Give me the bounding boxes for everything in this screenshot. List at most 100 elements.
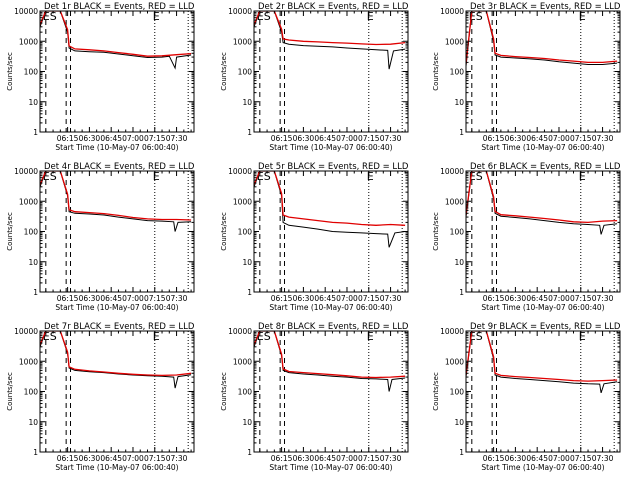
y-axis-label: Counts/sec <box>6 52 14 91</box>
xtick-label: 07:00 <box>336 134 358 143</box>
ytick-label: 10000 <box>14 7 38 16</box>
ytick-label: 1000 <box>445 37 464 46</box>
xtick-label: 07:00 <box>548 134 570 143</box>
xtick-label: 07:00 <box>336 294 358 303</box>
x-axis-label: Start Time (10-May-07 06:00:40) <box>481 463 604 472</box>
ytick-label: 10 <box>242 98 252 107</box>
y-axis-label: Counts/sec <box>432 52 440 91</box>
ytick-label: 1 <box>459 288 464 297</box>
series-lld <box>254 171 406 226</box>
plot-frame <box>465 330 621 453</box>
panel-title: Det 4r BLACK = Events, RED = LLD <box>44 162 195 172</box>
xtick-label: 06:45 <box>526 294 548 303</box>
ytick-label: 10 <box>454 258 464 267</box>
legend-mark: E <box>579 10 586 23</box>
ytick-label: 10 <box>28 98 38 107</box>
ytick-label: 1000 <box>233 37 252 46</box>
xtick-label: 06:45 <box>100 294 122 303</box>
ytick-label: 10000 <box>228 7 252 16</box>
ytick-label: 10000 <box>14 327 38 336</box>
x-axis-label: Start Time (10-May-07 06:00:40) <box>269 303 392 312</box>
series-lld <box>466 331 618 382</box>
xtick-label: 07:15 <box>144 294 166 303</box>
ytick-label: 100 <box>238 228 253 237</box>
series-events <box>254 171 406 248</box>
ytick-label: 1000 <box>19 37 38 46</box>
ytick-label: 100 <box>238 68 253 77</box>
xtick-label: 07:30 <box>166 294 188 303</box>
ytick-label: 10000 <box>440 327 464 336</box>
ytick-label: 10 <box>242 258 252 267</box>
ytick-label: 1000 <box>19 197 38 206</box>
legend-mark: E <box>153 10 160 23</box>
xtick-label: 07:30 <box>166 454 188 463</box>
xtick-label: 07:15 <box>570 294 592 303</box>
plot-frame <box>253 10 409 133</box>
xtick-label: 06:15 <box>271 454 293 463</box>
xtick-label: 06:45 <box>100 134 122 143</box>
legend-mark: E <box>579 170 586 183</box>
xtick-label: 06:45 <box>314 134 336 143</box>
series-lld <box>254 331 406 379</box>
ytick-label: 100 <box>24 68 39 77</box>
panel-title: Det 2r BLACK = Events, RED = LLD <box>258 2 409 12</box>
plot-frame <box>39 10 195 133</box>
xtick-label: 07:30 <box>592 454 614 463</box>
ytick-label: 1000 <box>233 357 252 366</box>
xtick-label: 07:15 <box>358 454 380 463</box>
xtick-label: 07:15 <box>358 294 380 303</box>
legend-mark: E <box>367 10 374 23</box>
ytick-label: 1 <box>459 128 464 137</box>
plot-frame <box>253 330 409 453</box>
xtick-label: 06:45 <box>100 454 122 463</box>
series-lld <box>40 331 192 377</box>
xtick-label: 07:15 <box>358 134 380 143</box>
xtick-label: 07:00 <box>122 294 144 303</box>
legend-mark: E <box>153 170 160 183</box>
x-axis-label: Start Time (10-May-07 06:00:40) <box>55 143 178 152</box>
series-lld <box>466 171 618 224</box>
xtick-label: 06:30 <box>293 454 315 463</box>
panel-title: Det 9r BLACK = Events, RED = LLD <box>470 322 621 332</box>
panel-title: Det 5r BLACK = Events, RED = LLD <box>258 162 409 172</box>
ytick-label: 100 <box>450 68 465 77</box>
series-events <box>254 11 406 70</box>
xtick-label: 07:30 <box>380 454 402 463</box>
plot-frame <box>39 330 195 453</box>
ytick-label: 10000 <box>228 167 252 176</box>
xtick-label: 07:00 <box>122 134 144 143</box>
y-axis-label: Counts/sec <box>220 212 228 251</box>
xtick-label: 06:15 <box>271 134 293 143</box>
panel-title: Det 1r BLACK = Events, RED = LLD <box>44 2 195 12</box>
ytick-label: 10000 <box>14 167 38 176</box>
legend-mark: E <box>153 330 160 343</box>
ytick-label: 1 <box>247 128 252 137</box>
xtick-label: 07:30 <box>166 134 188 143</box>
x-axis-label: Start Time (10-May-07 06:00:40) <box>481 143 604 152</box>
xtick-label: 06:45 <box>526 134 548 143</box>
panel-title: Det 7r BLACK = Events, RED = LLD <box>44 322 195 332</box>
x-axis-label: Start Time (10-May-07 06:00:40) <box>269 143 392 152</box>
xtick-label: 06:15 <box>57 454 79 463</box>
xtick-label: 07:30 <box>592 134 614 143</box>
xtick-label: 06:45 <box>314 454 336 463</box>
panel-title: Det 6r BLACK = Events, RED = LLD <box>470 162 621 172</box>
xtick-label: 06:15 <box>483 294 505 303</box>
ytick-label: 10 <box>454 418 464 427</box>
xtick-label: 06:30 <box>505 294 527 303</box>
ytick-label: 1 <box>33 288 38 297</box>
xtick-label: 06:30 <box>505 134 527 143</box>
xtick-label: 07:30 <box>380 294 402 303</box>
legend-mark: E <box>367 170 374 183</box>
ytick-label: 1000 <box>445 197 464 206</box>
ytick-label: 10000 <box>440 7 464 16</box>
xtick-label: 06:30 <box>293 294 315 303</box>
xtick-label: 07:00 <box>336 454 358 463</box>
